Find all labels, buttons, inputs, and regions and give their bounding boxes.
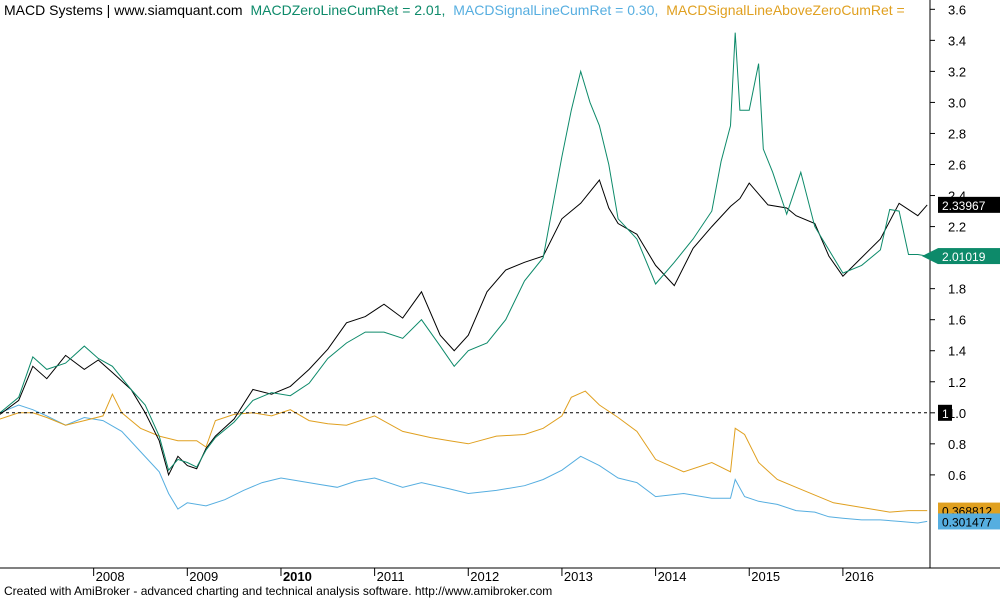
x-tick-label: 2009 — [189, 569, 218, 584]
zero-line-last-value-label: 2.01019 — [942, 250, 986, 264]
x-tick-label: 2010 — [283, 569, 312, 584]
y-axis: 0.60.81.01.21.41.61.82.02.22.42.62.83.03… — [930, 2, 966, 483]
series-line-signal-above-zero — [0, 390, 928, 513]
x-tick-label: 2015 — [751, 569, 780, 584]
signal-line-last-value-box — [938, 513, 1000, 530]
series-line-benchmark — [0, 178, 928, 477]
series-line-zero-line — [0, 32, 928, 472]
header-signal-line-cumret: MACDSignalLineCumRet = 0.30, — [453, 2, 658, 18]
y-tick-label: 1.6 — [948, 313, 966, 328]
signal-line-last-value: 0.301477 — [938, 513, 1000, 530]
y-tick-label: 3.2 — [948, 64, 966, 79]
y-tick-label: 2.6 — [948, 158, 966, 173]
y-tick-label: 1.0 — [948, 406, 966, 421]
x-tick-label: 2016 — [845, 569, 874, 584]
series-line-signal-line — [0, 404, 928, 524]
y-tick-label: 1.8 — [948, 282, 966, 297]
x-tick-label: 2011 — [377, 569, 405, 584]
zero-line-last-value: 2.01019 — [922, 248, 1000, 265]
series-layer — [0, 32, 928, 524]
footer-credit: Created with AmiBroker - advanced charti… — [4, 584, 552, 598]
y-tick-label: 1.2 — [948, 375, 966, 390]
header-system: MACD Systems | www.siamquant.com — [4, 2, 243, 18]
benchmark-last-value: 2.33967 — [938, 196, 1000, 213]
y-tick-label: 3.4 — [948, 33, 966, 48]
y-tick-label: 1.4 — [948, 344, 966, 359]
x-tick-label: 2012 — [470, 569, 499, 584]
y-tick-label: 0.6 — [948, 468, 966, 483]
chart-header: MACD Systems | www.siamquant.com MACDZer… — [4, 2, 905, 18]
benchmark-last-value-label: 2.33967 — [942, 199, 986, 213]
reference-line-badge-box — [938, 404, 952, 421]
header-signal-above-zero-cumret: MACDSignalLineAboveZeroCumRet = — [666, 2, 905, 18]
y-tick-label: 2.2 — [948, 220, 966, 235]
signal-line-last-value-label: 0.301477 — [942, 515, 992, 529]
y-tick-label: 0.8 — [948, 437, 966, 452]
x-tick-label: 2013 — [564, 569, 593, 584]
header-zero-line-cumret: MACDZeroLineCumRet = 2.01, — [250, 2, 445, 18]
reference-line-badge: 1 — [938, 404, 952, 421]
y-tick-label: 2.8 — [948, 126, 966, 141]
x-tick-label: 2008 — [96, 569, 125, 584]
y-tick-label: 3.0 — [948, 95, 966, 110]
zero-line-last-value-box — [938, 248, 1000, 265]
y-tick-label: 3.6 — [948, 2, 966, 17]
x-tick-label: 2014 — [658, 569, 687, 584]
zero-line-last-value-pointer — [922, 248, 938, 265]
x-axis: 2008 2009 2010 2011 2012 2013 2014 2015 2016 — [93, 568, 874, 584]
benchmark-last-value-box — [938, 196, 1000, 213]
reference-line-badge-label: 1 — [942, 407, 949, 421]
